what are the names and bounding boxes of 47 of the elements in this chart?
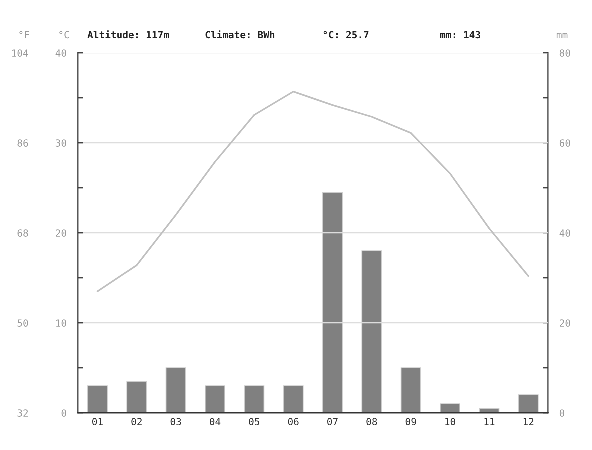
y3-tick-label: 86 xyxy=(18,140,28,147)
y-tick-label: 30 xyxy=(56,140,66,147)
x-tick-label: 06 xyxy=(288,418,299,426)
line-series xyxy=(96,90,530,292)
x-tick-label: 01 xyxy=(92,418,103,426)
y2-tick-label: 20 xyxy=(560,320,570,327)
x-tick-label: 05 xyxy=(249,418,260,426)
x-tick-label: 03 xyxy=(170,418,182,426)
bar xyxy=(518,394,539,414)
x-tick-label: 12 xyxy=(524,418,534,426)
y3-tick-label: 32 xyxy=(18,410,28,417)
x-tick-label: 08 xyxy=(366,418,378,426)
y2-tick-label: 40 xyxy=(560,230,570,237)
bar xyxy=(400,368,422,414)
bar xyxy=(283,386,304,414)
x-tick-label: 09 xyxy=(406,418,416,426)
bar xyxy=(88,386,108,414)
y3-tick-label: 50 xyxy=(18,320,28,327)
y-tick-label: 10 xyxy=(56,320,66,327)
y-tick-label: 20 xyxy=(56,230,66,237)
y-tick-label: 40 xyxy=(56,50,66,57)
y-tick-label: 0 xyxy=(62,410,66,417)
bar xyxy=(322,192,343,414)
bar xyxy=(479,408,500,414)
x-tick-label: 11 xyxy=(484,418,495,426)
y2-axis-title: mm xyxy=(556,33,568,38)
text: mm: 143 xyxy=(440,31,480,39)
y3-tick-label: 68 xyxy=(18,230,28,237)
x-tick-label: 07 xyxy=(328,418,338,426)
y3-tick-label: 104 xyxy=(12,50,28,57)
text: Climate: BWh xyxy=(206,30,275,39)
text: Altitude: 117m xyxy=(88,30,170,39)
x-tick-label: 10 xyxy=(446,418,456,426)
y2-tick-label: 0 xyxy=(560,410,565,417)
x-tick-label: 02 xyxy=(132,418,142,426)
y-axis-title: °C xyxy=(60,31,70,39)
y2-tick-label: 80 xyxy=(560,50,570,57)
x-tick-label: 04 xyxy=(210,418,221,426)
bar xyxy=(126,381,148,414)
bar xyxy=(166,368,186,414)
bar xyxy=(205,386,226,414)
text: °C: 25.7 xyxy=(324,31,369,39)
y2-tick-label: 60 xyxy=(560,140,570,147)
bar xyxy=(362,250,382,414)
bar xyxy=(244,386,265,414)
bar xyxy=(440,404,460,414)
y3-axis-title: °F xyxy=(20,31,30,38)
